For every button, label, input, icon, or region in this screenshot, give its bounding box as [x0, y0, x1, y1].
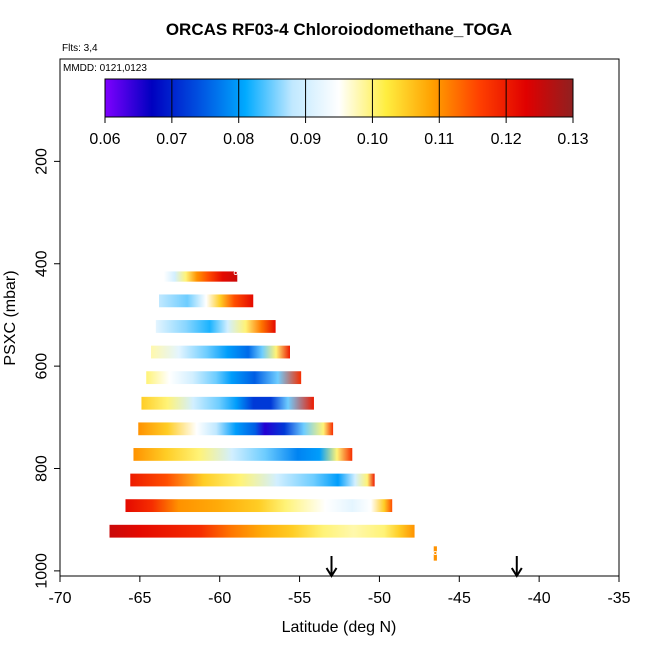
colorbar-gradient — [104, 78, 574, 118]
colorbar-tick-label: 0.08 — [223, 131, 254, 148]
x-tick-label: -50 — [368, 590, 391, 607]
x-tick-label: -65 — [128, 590, 151, 607]
flights-label: Flts: 3,4 — [62, 43, 98, 54]
plot-frame — [59, 58, 620, 577]
heatmap-band — [133, 448, 353, 461]
colorbar-tick-label: 0.10 — [357, 131, 388, 148]
y-tick-label: 600 — [34, 353, 51, 380]
colorbar-tick-label: 0.13 — [557, 131, 588, 148]
data-point-marker — [109, 508, 114, 513]
x-axis-label: Latitude (deg N) — [282, 619, 397, 636]
data-point-marker — [233, 270, 238, 275]
heatmap-band — [155, 320, 276, 333]
data-point-marker — [433, 550, 438, 555]
heatmap-band — [109, 524, 415, 538]
heatmap-band — [130, 473, 375, 487]
heatmap-band — [146, 371, 302, 385]
heatmap-band — [141, 396, 314, 410]
y-tick-label: 200 — [34, 148, 51, 175]
colorbar-tick-label: 0.06 — [89, 131, 120, 148]
heatmap-band — [151, 345, 290, 359]
arrow-head — [325, 567, 338, 578]
x-tick-label: -35 — [607, 590, 630, 607]
colorbar: 0.06 0.07 0.08 0.09 0.10 0.11 0.12 0.13 — [89, 78, 589, 148]
y-tick-label: 1000 — [34, 553, 51, 589]
heatmap-band — [163, 271, 238, 282]
chart-title: ORCAS RF03-4 Chloroiodomethane_TOGA — [166, 20, 512, 39]
heatmap-layers — [109, 271, 437, 561]
point-markers — [109, 270, 438, 555]
colorbar-tick-label: 0.09 — [290, 131, 321, 148]
data-point-marker — [286, 413, 291, 418]
colorbar-ticks: 0.06 0.07 0.08 0.09 0.10 0.11 0.12 0.13 — [89, 79, 589, 148]
y-tick-label: 800 — [34, 455, 51, 482]
y-axis: 200 400 600 800 1000 — [34, 148, 61, 589]
x-tick-label: -40 — [528, 590, 551, 607]
x-tick-label: -55 — [288, 590, 311, 607]
arrow-head — [510, 567, 523, 578]
mmdd-label: MMDD: 0121,0123 — [63, 63, 147, 74]
heatmap-band — [159, 294, 254, 308]
heatmap-band — [433, 546, 437, 561]
x-tick-label: -70 — [48, 590, 71, 607]
x-axis: -70 -65 -60 -55 -50 -45 -40 -35 — [48, 575, 631, 607]
colorbar-tick-label: 0.11 — [424, 131, 454, 148]
heatmap-band — [138, 422, 334, 436]
x-tick-label: -45 — [448, 590, 471, 607]
colorbar-tick-label: 0.12 — [491, 131, 522, 148]
flight-arrows — [325, 556, 523, 578]
y-tick-label: 400 — [34, 250, 51, 277]
x-tick-label: -60 — [208, 590, 231, 607]
colorbar-tick-label: 0.07 — [156, 131, 187, 148]
heatmap-band — [125, 499, 393, 513]
y-axis-label: PSXC (mbar) — [2, 270, 19, 365]
